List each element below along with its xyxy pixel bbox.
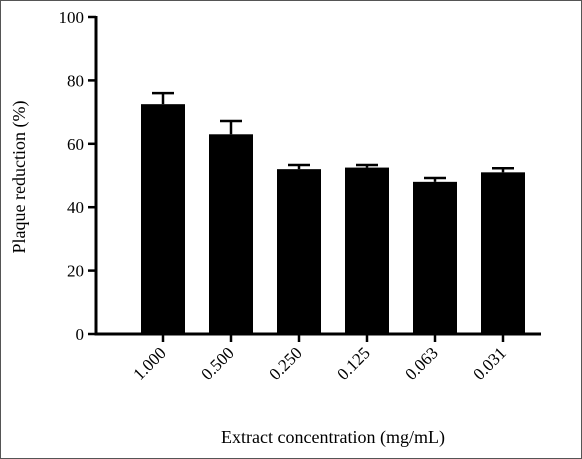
bar <box>345 167 389 334</box>
y-axis-title: Plaque reduction (%) <box>9 101 30 254</box>
x-axis-title: Extract concentration (mg/mL) <box>221 427 445 448</box>
y-tick-label: 100 <box>59 8 85 27</box>
y-tick-label: 60 <box>67 135 84 154</box>
y-tick-label: 80 <box>67 71 84 90</box>
x-axis: 1.000 0.500 0.250 0.125 0.063 0.031 <box>94 332 541 384</box>
bar <box>277 169 321 334</box>
x-tick-label: 0.125 <box>333 343 373 383</box>
x-tick-label: 0.063 <box>401 343 441 383</box>
x-tick-label: 0.250 <box>265 343 305 383</box>
x-tick-label: 0.500 <box>197 343 237 383</box>
y-axis: 0 20 40 60 80 100 <box>59 8 98 344</box>
x-tick-label: 0.031 <box>469 343 509 383</box>
error-bars <box>152 91 514 182</box>
bars <box>141 104 525 334</box>
bar <box>413 181 457 334</box>
y-tick-label: 40 <box>67 198 84 217</box>
bar <box>141 104 185 334</box>
y-tick-label: 20 <box>67 262 84 281</box>
bar <box>209 134 253 334</box>
bar <box>481 172 525 334</box>
x-tick-label: 1.000 <box>129 343 169 383</box>
y-tick-label: 0 <box>76 325 85 344</box>
